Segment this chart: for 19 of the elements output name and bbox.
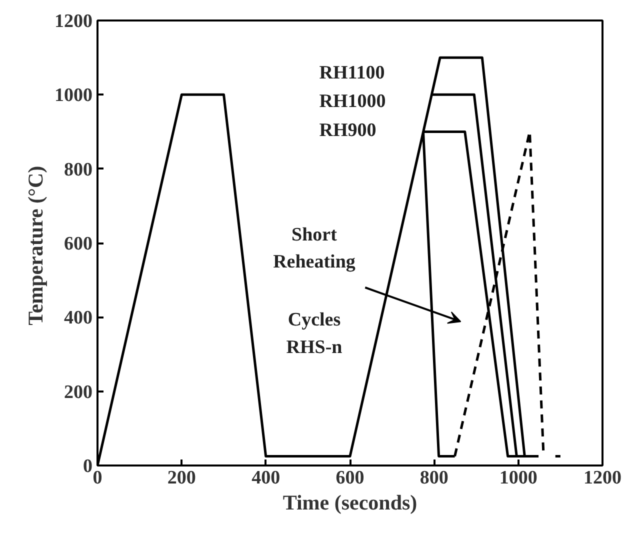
y-tick-label: 1200 <box>54 11 92 32</box>
annotation: RH900 <box>319 120 376 142</box>
annotation: Cycles RHS-n <box>286 310 343 358</box>
x-axis-title: Time (seconds) <box>282 490 418 514</box>
y-tick-label: 600 <box>64 234 92 254</box>
x-tick-label: 400 <box>252 468 280 488</box>
y-tick-label: 400 <box>64 308 92 329</box>
x-tick-label: 1200 <box>584 468 622 488</box>
annotation: RH1000 <box>319 91 386 112</box>
y-tick-label: 200 <box>64 382 92 403</box>
annotation: Short Reheating <box>273 224 356 273</box>
annotation: RH1100 <box>319 62 385 84</box>
x-tick-label: 600 <box>336 468 364 488</box>
x-tick-label: 200 <box>167 468 196 488</box>
x-tick-label: 1000 <box>499 468 538 488</box>
x-tick-label: 800 <box>420 468 448 488</box>
y-axis-title: Temperature (°C) <box>24 166 48 326</box>
y-tick-label: 1000 <box>54 85 92 106</box>
y-tick-label: 800 <box>64 159 92 180</box>
